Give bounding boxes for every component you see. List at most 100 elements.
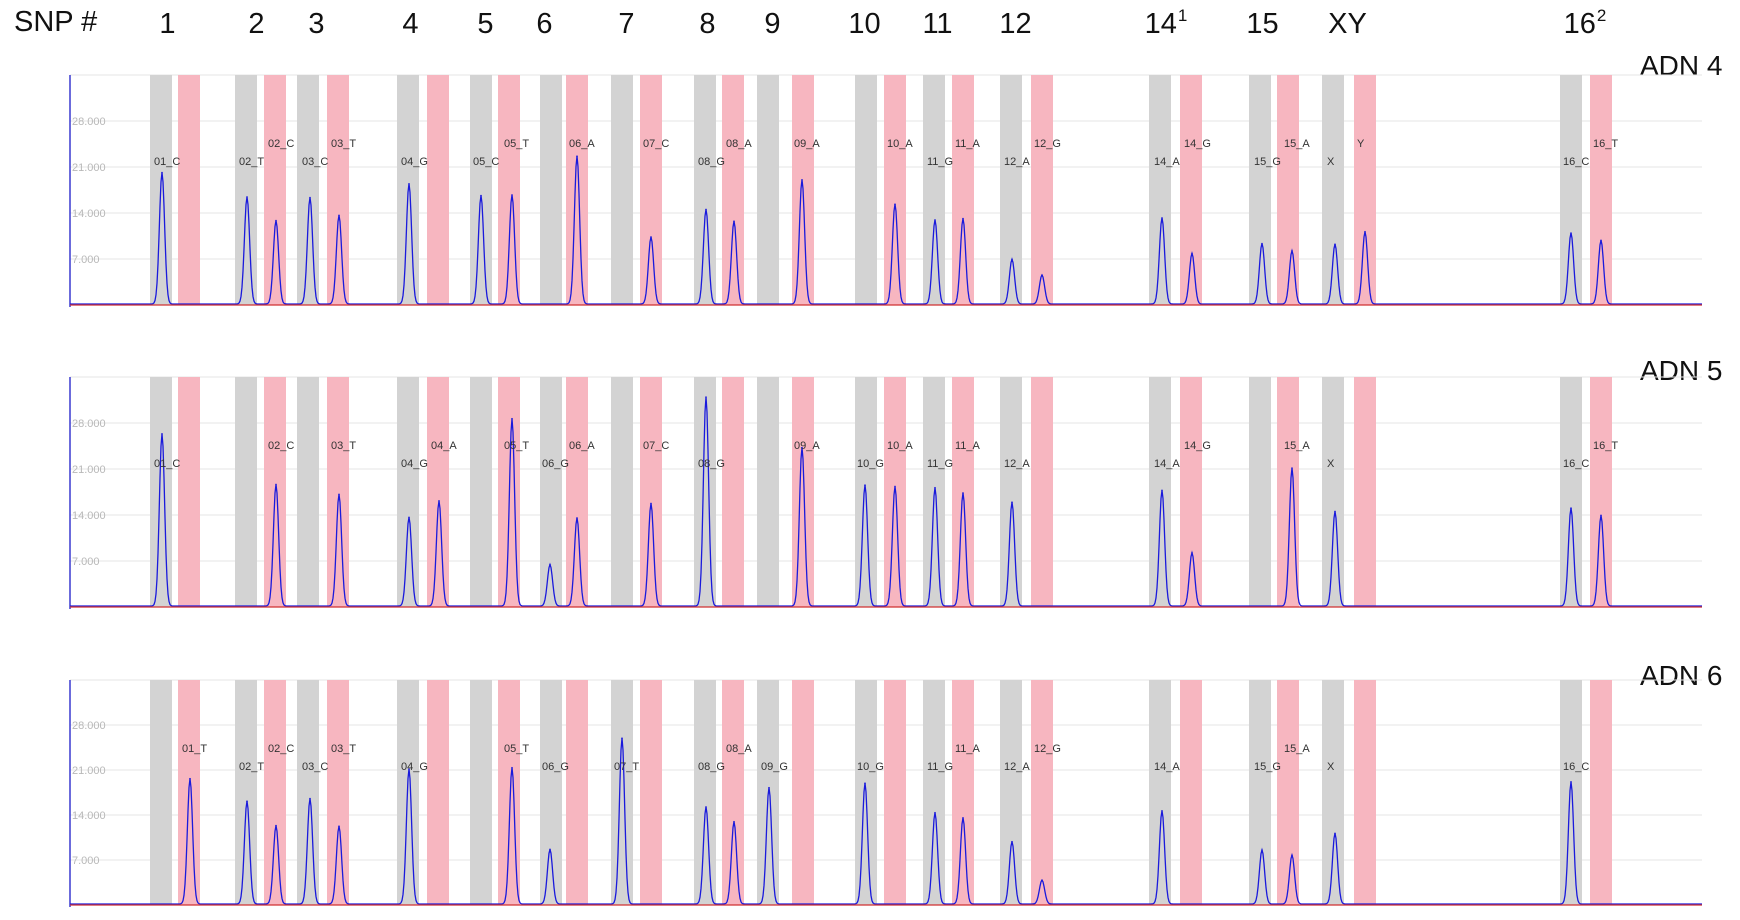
- snp-header-label: 1: [159, 6, 176, 41]
- allele1-bin: [540, 75, 562, 305]
- peak-mark: [549, 849, 551, 851]
- peak-mark: [1570, 781, 1572, 783]
- peak-mark: [705, 209, 707, 211]
- peak-label: Y: [1357, 138, 1365, 150]
- peak-label: 15_A: [1284, 743, 1310, 755]
- peak-label: 14_G: [1184, 440, 1211, 452]
- snp-header-label: 4: [402, 6, 419, 41]
- peak-label: 16_C: [1563, 156, 1589, 168]
- allele2-bin: [640, 75, 662, 305]
- y-tick-label: 21.000: [72, 464, 106, 476]
- allele2-bin: [952, 680, 974, 905]
- allele2-bin: [264, 75, 286, 305]
- snp-header-label: 11: [922, 6, 953, 41]
- peak-label: 06_A: [569, 138, 595, 150]
- allele2-bin: [264, 680, 286, 905]
- peak-label: 03_T: [331, 743, 356, 755]
- peak-label: 10_A: [887, 138, 913, 150]
- peak-mark: [338, 214, 340, 216]
- peak-mark: [1570, 507, 1572, 509]
- allele2-bin: [1590, 377, 1612, 607]
- allele2-bin: [1180, 680, 1202, 905]
- allele2-bin: [1031, 377, 1053, 607]
- peak-label: 15_G: [1254, 156, 1281, 168]
- peak-mark: [1161, 217, 1163, 219]
- peak-label: 10_A: [887, 440, 913, 452]
- peak-label: 16_C: [1563, 761, 1589, 773]
- peak-mark: [408, 516, 410, 518]
- peak-label: 12_A: [1004, 458, 1030, 470]
- allele2-bin: [722, 377, 744, 607]
- peak-mark: [246, 196, 248, 198]
- allele1-bin: [150, 377, 172, 607]
- peak-label: 07_C: [643, 440, 669, 452]
- peak-mark: [511, 194, 513, 196]
- snp-header-label: XY: [1328, 6, 1368, 41]
- allele1-bin: [470, 680, 492, 905]
- peak-mark: [962, 492, 964, 494]
- snp-header-label: 6: [536, 6, 553, 41]
- peak-mark: [733, 220, 735, 222]
- allele1-bin: [1322, 680, 1344, 905]
- y-tick-label: 28.000: [72, 116, 106, 128]
- allele2-bin: [1180, 377, 1202, 607]
- peak-label: 12_G: [1034, 743, 1061, 755]
- peak-label: 11_G: [927, 156, 953, 168]
- allele2-bin: [884, 75, 906, 305]
- peak-mark: [705, 806, 707, 808]
- allele2-bin: [1031, 75, 1053, 305]
- snp-header-label: 3: [308, 6, 325, 41]
- peak-label: 01_C: [154, 156, 180, 168]
- allele1-bin: [297, 75, 319, 305]
- peak-mark: [962, 817, 964, 819]
- peak-mark: [1011, 259, 1013, 261]
- allele2-bin: [427, 75, 449, 305]
- peak-mark: [1334, 511, 1336, 513]
- y-tick-label: 14.000: [72, 510, 106, 522]
- allele1-bin: [235, 680, 257, 905]
- peak-mark: [549, 564, 551, 566]
- allele1-bin: [235, 75, 257, 305]
- allele1-bin: [694, 75, 716, 305]
- peak-mark: [1364, 231, 1366, 233]
- allele1-bin: [1000, 377, 1022, 607]
- snp-header-label: 2: [248, 6, 265, 41]
- peak-label: 08_A: [726, 138, 752, 150]
- allele1-bin: [540, 680, 562, 905]
- peak-mark: [1161, 490, 1163, 492]
- peak-label: 11_G: [927, 458, 953, 470]
- peak-label: 11_G: [927, 761, 953, 773]
- peak-label: 04_A: [431, 440, 457, 452]
- allele1-bin: [1560, 377, 1582, 607]
- electropherogram-panel: 7.00014.00021.00028.00001_C 02_T02_C03_C0…: [0, 70, 1740, 325]
- peak-label: 09_G: [761, 761, 788, 773]
- allele1-bin: [1322, 377, 1344, 607]
- y-tick-label: 7.000: [72, 254, 100, 266]
- peak-label: 02_T: [239, 761, 264, 773]
- allele1-bin: [397, 377, 419, 607]
- allele2-bin: [1354, 377, 1376, 607]
- peak-label: 15_A: [1284, 138, 1310, 150]
- peak-label: 14_A: [1154, 156, 1180, 168]
- peak-mark: [650, 503, 652, 505]
- peak-mark: [511, 418, 513, 420]
- snp-header-title: SNP #: [14, 6, 97, 39]
- peak-label: 09_A: [794, 440, 820, 452]
- peak-label: 05_T: [504, 440, 529, 452]
- snp-header-label: 10: [848, 6, 881, 41]
- peak-label: 08_G: [698, 761, 725, 773]
- allele1-bin: [297, 377, 319, 607]
- peak-mark: [408, 768, 410, 770]
- peak-mark: [1291, 250, 1293, 252]
- allele1-bin: [923, 680, 945, 905]
- snp-header-label: 5: [477, 6, 494, 41]
- peak-label: 16_T: [1593, 138, 1618, 150]
- peak-mark: [161, 172, 163, 174]
- peak-mark: [1041, 879, 1043, 881]
- snp-header-label: 12: [999, 6, 1032, 41]
- allele1-bin: [150, 680, 172, 905]
- peak-label: 02_C: [268, 440, 294, 452]
- allele2-bin: [566, 75, 588, 305]
- peak-label: 10_G: [857, 458, 884, 470]
- peak-mark: [161, 433, 163, 435]
